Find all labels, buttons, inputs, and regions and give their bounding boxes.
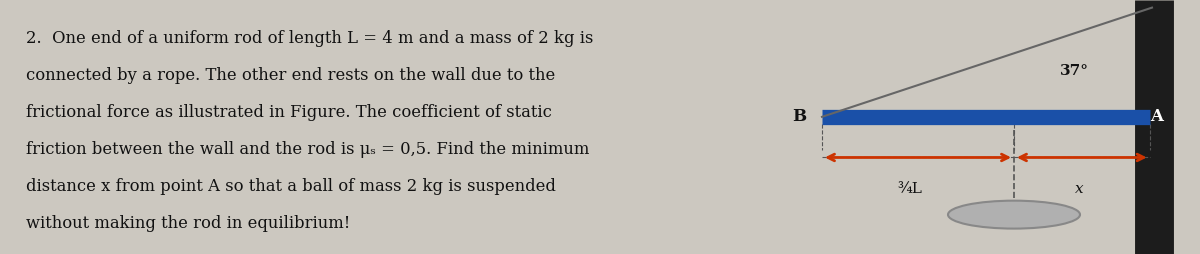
Text: 2.  One end of a uniform rod of length L = 4 m and a mass of 2 kg is: 2. One end of a uniform rod of length L … [26,30,594,47]
Text: without making the rod in equilibrium!: without making the rod in equilibrium! [26,215,350,232]
Text: connected by a rope. The other end rests on the wall due to the: connected by a rope. The other end rests… [26,67,556,84]
Text: A: A [1151,108,1163,125]
Circle shape [948,201,1080,229]
Text: 37°: 37° [1060,64,1088,78]
Text: distance x from point A so that a ball of mass 2 kg is suspended: distance x from point A so that a ball o… [26,178,557,195]
Text: friction between the wall and the rod is μₛ = 0,5. Find the minimum: friction between the wall and the rod is… [26,141,589,158]
Text: frictional force as illustrated in Figure. The coefficient of static: frictional force as illustrated in Figur… [26,104,552,121]
Text: B: B [792,108,806,125]
Text: ¾L: ¾L [898,182,922,196]
Text: x: x [1074,182,1084,196]
